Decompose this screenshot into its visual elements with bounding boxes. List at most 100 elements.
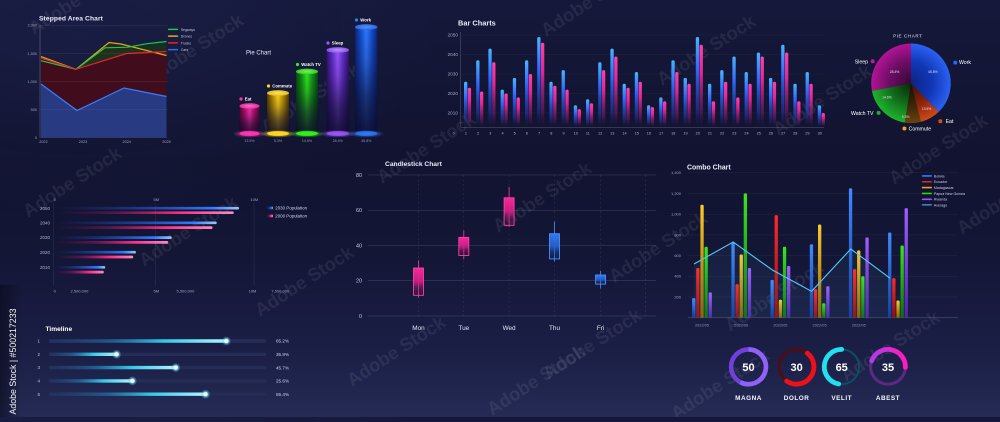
svg-text:1: 1 [465,132,467,136]
svg-text:2024: 2024 [122,140,130,144]
svg-text:7,500,000: 7,500,000 [271,288,290,293]
svg-text:28: 28 [793,132,797,136]
svg-text:600: 600 [674,253,681,258]
svg-text:Wed: Wed [503,325,516,332]
svg-text:5,500,000: 5,500,000 [177,288,196,293]
svg-text:2050: 2050 [448,33,459,38]
svg-text:Adobe Stock: Adobe Stock [653,10,760,90]
svg-text:30: 30 [790,362,802,374]
svg-text:2040: 2040 [40,220,51,225]
svg-text:50: 50 [742,362,754,374]
svg-text:2010: 2010 [40,265,51,270]
svg-text:Ecuador: Ecuador [934,180,948,184]
svg-text:5M: 5M [154,197,160,202]
svg-text:45.8%: 45.8% [361,139,372,143]
svg-text:0: 0 [54,197,57,202]
svg-text:500: 500 [31,108,37,112]
svg-text:35: 35 [882,362,894,374]
svg-text:4: 4 [37,379,40,384]
svg-text:28.4%: 28.4% [890,70,900,74]
svg-text:Adobe Stock: Adobe Stock [343,311,450,391]
svg-text:Adobe Stock: Adobe Stock [537,0,644,40]
svg-text:Bolivia: Bolivia [934,174,945,178]
svg-text:Trucks: Trucks [181,41,192,45]
svg-text:2022/05: 2022/05 [695,323,709,328]
svg-text:24: 24 [744,132,748,136]
svg-text:30: 30 [818,132,822,136]
svg-text:55.4%: 55.4% [276,392,289,397]
svg-text:5.3%: 5.3% [902,115,910,119]
svg-text:5: 5 [514,132,516,136]
svg-text:DOLOR: DOLOR [784,395,810,402]
svg-text:1,200: 1,200 [671,191,682,196]
svg-text:18: 18 [671,132,675,136]
svg-text:3: 3 [37,365,40,370]
svg-text:Cars: Cars [181,48,189,52]
svg-text:15: 15 [635,132,639,136]
svg-text:1,400: 1,400 [671,170,682,175]
svg-text:2020: 2020 [40,250,51,255]
svg-text:Average: Average [934,204,947,208]
svg-text:1,500: 1,500 [27,52,37,56]
svg-text:Segways: Segways [181,28,195,32]
svg-text:2022/05: 2022/05 [773,323,787,328]
svg-text:29: 29 [805,132,809,136]
svg-text:5M: 5M [154,288,160,293]
svg-text:16: 16 [647,132,651,136]
svg-text:2020: 2020 [448,91,459,96]
svg-text:35.8%: 35.8% [276,352,289,357]
svg-text:2025: 2025 [162,140,170,144]
svg-text:Timeline: Timeline [46,326,73,333]
svg-text:Stepped Area Chart: Stepped Area Chart [39,16,104,23]
svg-text:2030 Population: 2030 Population [275,206,307,211]
svg-text:0: 0 [35,136,37,140]
svg-text:65: 65 [836,362,848,374]
svg-text:2,000: 2,000 [27,24,37,28]
svg-text:21: 21 [708,132,712,136]
svg-text:200: 200 [674,294,681,299]
svg-text:14: 14 [622,132,626,136]
svg-text:13.5%: 13.5% [244,139,255,143]
svg-text:Adobe Stock: Adobe Stock [539,304,646,384]
svg-text:Commute: Commute [272,84,292,89]
svg-text:Sleep: Sleep [855,59,868,65]
svg-text:45.7%: 45.7% [276,365,289,370]
svg-text:Tue: Tue [458,325,469,332]
svg-text:PIE CHART: PIE CHART [893,33,922,38]
svg-text:7: 7 [538,132,540,136]
svg-text:2: 2 [477,132,479,136]
svg-text:19: 19 [683,132,687,136]
svg-text:12: 12 [598,132,602,136]
svg-text:Eat: Eat [245,97,252,102]
svg-text:Drones: Drones [181,35,193,39]
svg-text:80: 80 [356,173,362,179]
svg-text:5.3%: 5.3% [274,139,283,143]
svg-text:26: 26 [769,132,773,136]
svg-text:13.5%: 13.5% [922,107,932,111]
svg-text:2000 Population: 2000 Population [275,214,307,219]
svg-text:2022/06: 2022/06 [734,323,748,328]
svg-text:Madagascar: Madagascar [934,186,955,190]
svg-text:2010: 2010 [448,111,459,116]
svg-text:10M: 10M [250,197,258,202]
svg-text:800: 800 [674,232,681,237]
svg-text:40: 40 [356,243,362,249]
svg-text:Commute: Commute [909,126,932,132]
svg-text:Combo Chart: Combo Chart [687,165,731,172]
svg-text:Mon: Mon [412,325,425,332]
svg-text:Adobe Stock: Adobe Stock [953,159,1000,239]
svg-text:MAGNA: MAGNA [735,395,762,402]
svg-text:1: 1 [37,339,40,344]
svg-text:Bar Charts: Bar Charts [458,19,496,28]
svg-text:Work: Work [360,18,371,23]
svg-text:Sleep: Sleep [332,41,344,46]
svg-text:0: 0 [54,288,57,293]
svg-text:2030: 2030 [448,72,459,77]
svg-text:25: 25 [757,132,761,136]
svg-text:0: 0 [453,132,455,136]
svg-text:1,000: 1,000 [27,80,37,84]
svg-text:27: 27 [781,132,785,136]
svg-text:Watch TV: Watch TV [851,111,874,117]
svg-text:1,000: 1,000 [671,212,682,217]
svg-text:2040: 2040 [448,52,459,57]
